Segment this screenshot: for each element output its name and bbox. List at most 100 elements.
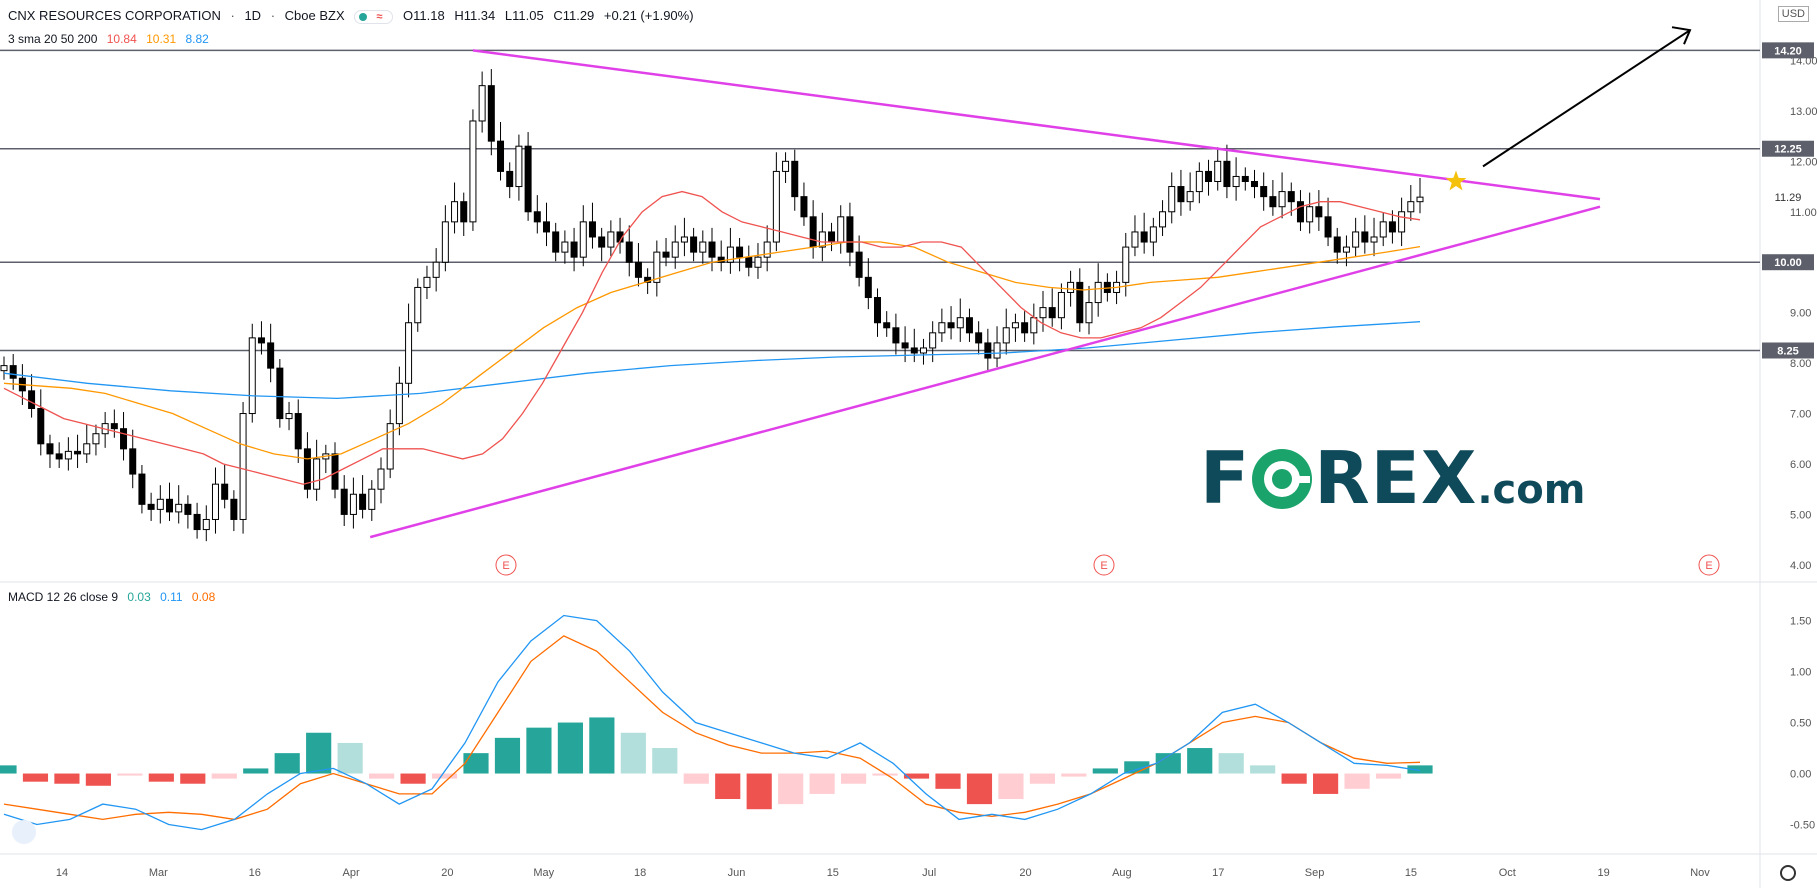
candle-up: [1370, 236, 1378, 243]
price-tick-label: 5.00: [1790, 509, 1811, 521]
candle-up: [1067, 281, 1075, 293]
candle-down: [736, 246, 744, 258]
candle-down: [1315, 206, 1323, 218]
candle-up: [1122, 246, 1130, 283]
candle-down: [662, 251, 670, 258]
candle-up: [938, 322, 946, 334]
candle-down: [1021, 322, 1029, 334]
price-tick-label: 7.00: [1790, 409, 1811, 421]
chart-header: CNX RESOURCES CORPORATION · 1D · Cboe BZ…: [8, 8, 694, 24]
candle-up: [1002, 327, 1010, 344]
sma-legend[interactable]: 3 sma 20 50 200 10.84 10.31 8.82: [8, 32, 215, 46]
candle-down: [1223, 160, 1231, 188]
candle-up: [1306, 206, 1314, 223]
interval[interactable]: 1D: [244, 8, 262, 23]
price-tick-label: 13.00: [1790, 106, 1817, 118]
macd-histogram-bar: [935, 773, 961, 789]
arrow-head-icon: [1671, 26, 1692, 45]
ohlc-open: O11.18: [403, 8, 445, 23]
macd-histogram-bar: [274, 753, 300, 774]
candle-down: [598, 236, 606, 248]
candle-up: [395, 382, 403, 425]
candle-up: [1379, 221, 1387, 238]
status-badge[interactable]: ≈: [354, 10, 394, 24]
candle-down: [230, 498, 238, 520]
candle-up: [1398, 211, 1406, 233]
candle-up: [1030, 317, 1038, 334]
candle-down: [910, 347, 918, 354]
logo-domain: .com: [1477, 467, 1586, 513]
breakout-arrow-icon: [1482, 29, 1691, 168]
time-tick-label: 19: [1598, 867, 1610, 879]
candle-down: [947, 322, 955, 329]
macd-histogram-bar: [746, 773, 772, 810]
macd-histogram-bar: [1344, 773, 1370, 789]
exchange: Cboe BZX: [284, 8, 345, 23]
macd-histogram-bar: [1313, 773, 1339, 794]
logo-o-icon: [1252, 449, 1313, 509]
logo-suffix: REX: [1314, 436, 1478, 520]
candle-down: [634, 261, 642, 278]
candle-up: [1085, 302, 1093, 324]
ohlc-low: L11.05: [504, 8, 544, 23]
time-tick-label: 20: [1019, 867, 1031, 879]
candle-up: [726, 246, 734, 263]
time-tick-label: Sep: [1305, 867, 1325, 879]
time-tick-label: 16: [249, 867, 261, 879]
candle-down: [276, 367, 284, 420]
candle-up: [432, 261, 440, 278]
macd-tick-label: -0.50: [1790, 820, 1815, 832]
candle-down: [1076, 281, 1084, 324]
level-tag: [1762, 140, 1814, 157]
candle-up: [1011, 322, 1019, 329]
macd-histogram-bar: [526, 727, 552, 774]
currency-button[interactable]: USD: [1777, 6, 1809, 22]
macd-line-value: 0.11: [160, 590, 183, 604]
time-tick-label: 20: [441, 867, 453, 879]
macd-histogram-bar: [306, 732, 332, 774]
candle-up: [156, 498, 164, 510]
candle-down: [359, 493, 367, 510]
macd-histogram-bar: [715, 773, 741, 800]
candle-down: [965, 317, 973, 334]
candle-up: [1149, 226, 1157, 243]
macd-legend[interactable]: MACD 12 26 close 9 0.03 0.11 0.08: [8, 590, 221, 604]
level-tag: [1762, 342, 1814, 359]
candle-up: [469, 120, 477, 223]
candle-up: [285, 413, 293, 420]
candle-up: [451, 201, 459, 223]
candle-up: [202, 518, 210, 531]
replay-icon: ≈: [376, 11, 383, 23]
price-tick-label: 12.00: [1790, 156, 1817, 168]
candle-up: [0, 365, 8, 372]
candle-down: [552, 231, 560, 253]
candle-up: [919, 347, 927, 354]
candle-down: [1333, 236, 1341, 253]
candle-up: [368, 488, 376, 510]
macd-histogram-bar: [1375, 773, 1402, 779]
candle-down: [294, 413, 302, 450]
candle-down: [800, 196, 808, 218]
ohlc-change: +0.21 (+1.90%): [603, 8, 694, 23]
candle-up: [1131, 231, 1139, 248]
macd-histogram-bar: [589, 717, 615, 774]
candle-down: [1250, 181, 1258, 188]
time-tick-label: Oct: [1499, 867, 1516, 879]
market-open-icon: [359, 13, 368, 22]
candle-down: [487, 85, 495, 142]
macd-histogram-bar: [652, 748, 678, 774]
level-label: 12.25: [1774, 144, 1802, 156]
candle-down: [1177, 186, 1185, 203]
symbol-name[interactable]: CNX RESOURCES CORPORATION: [8, 8, 221, 23]
macd-tick-label: 0.00: [1790, 769, 1811, 781]
candle-down: [46, 443, 54, 455]
price-tick-label: 11.00: [1790, 207, 1817, 219]
level-label: 8.25: [1777, 345, 1798, 357]
time-tick-label: 14: [56, 867, 68, 879]
candle-down: [644, 276, 652, 283]
candle-down: [809, 216, 817, 248]
candle-up: [772, 170, 780, 243]
macd-histogram-bar: [1187, 748, 1213, 774]
macd-histogram-bar: [148, 773, 174, 782]
macd-histogram-bar: [998, 773, 1024, 800]
